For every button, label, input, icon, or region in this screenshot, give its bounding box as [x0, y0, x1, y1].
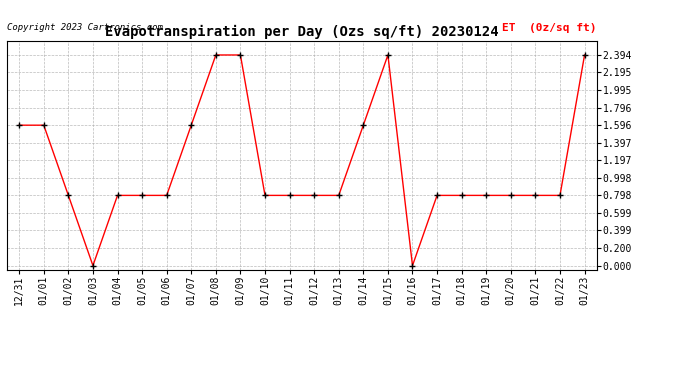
Text: ET  (0z/sq ft): ET (0z/sq ft): [502, 23, 597, 33]
Title: Evapotranspiration per Day (Ozs sq/ft) 20230124: Evapotranspiration per Day (Ozs sq/ft) 2…: [105, 24, 499, 39]
Text: Copyright 2023 Cartronics.com: Copyright 2023 Cartronics.com: [7, 23, 163, 32]
